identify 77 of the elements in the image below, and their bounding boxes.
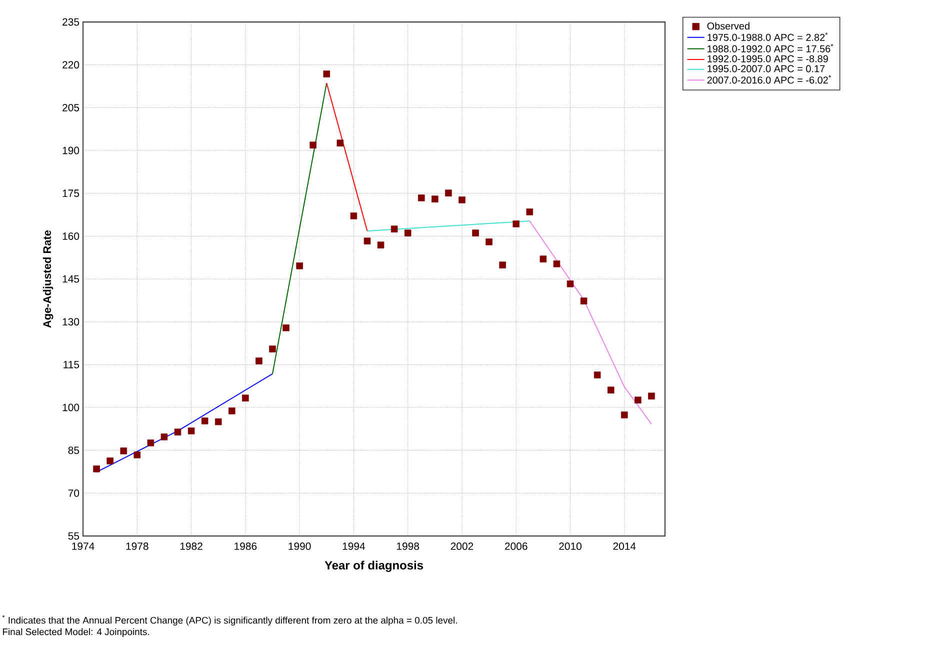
- y-tick-label: 160: [62, 232, 80, 240]
- y-tick-label: 115: [64, 361, 80, 368]
- legend-label: 1995.0-2007.0 APC = 0.17: [708, 65, 825, 72]
- x-tick-label: 2002: [450, 542, 474, 550]
- x-tick-label: 1978: [126, 542, 148, 550]
- point: [214, 418, 222, 426]
- x-tick-label: 1990: [288, 542, 311, 550]
- x-axis-title: Year of diagnosis: [324, 560, 424, 572]
- point: [93, 465, 100, 472]
- point: [472, 230, 479, 236]
- y-tick-label: 190: [62, 146, 80, 154]
- point: [160, 434, 168, 440]
- point: [594, 372, 601, 378]
- point: [648, 392, 655, 400]
- point: [607, 386, 614, 394]
- x-tick-label: 1986: [234, 542, 257, 550]
- point: [228, 408, 236, 414]
- text: Final Selected Model: 4 Joinpoints.: [2, 628, 149, 638]
- point: [310, 142, 316, 148]
- point: [404, 230, 412, 236]
- point: [256, 358, 262, 364]
- y-axis-title: Age-Adjusted Rate: [42, 230, 54, 328]
- point: [350, 212, 358, 220]
- point: [377, 242, 384, 248]
- legend-label: Observed: [707, 22, 750, 30]
- point: [242, 394, 249, 402]
- point: [621, 412, 628, 418]
- x-tick-label: 2014: [613, 542, 636, 550]
- y-tick-label: 130: [62, 318, 80, 326]
- point: [540, 256, 547, 262]
- y-tick-label: 55: [68, 532, 80, 540]
- point: [512, 220, 520, 228]
- point: [106, 457, 114, 464]
- x-tick-label: 2010: [559, 542, 582, 550]
- point: [147, 440, 154, 446]
- point: [134, 452, 141, 458]
- point: [418, 194, 425, 202]
- x-tick-label: 1974: [72, 542, 94, 550]
- line-series: [529, 220, 652, 425]
- legend-label: 1992.0-1995.0 APC = -8.89: [708, 55, 828, 62]
- point: [458, 196, 466, 204]
- point: [390, 226, 398, 232]
- point: [323, 70, 330, 78]
- point: [499, 262, 506, 268]
- legend-label: 1975.0-1988.0 APC = 2.82$^{*}$: [708, 32, 828, 41]
- y-tick-label: 70: [68, 489, 80, 497]
- legend-label: 2007.0-2016.0 APC = -6.02$^{*}$: [707, 75, 832, 84]
- y-tick-label: 175: [62, 190, 80, 197]
- point: [269, 346, 276, 352]
- y-tick-label: 220: [62, 61, 80, 69]
- x-tick-label: 1998: [397, 542, 420, 550]
- x-tick-label: 1982: [180, 542, 202, 550]
- legend-label: 1988.0-1992.0 APC = 17.56$^{*}$: [708, 44, 834, 52]
- point: [553, 260, 560, 268]
- point: [566, 280, 574, 288]
- point: [336, 140, 344, 146]
- point: [432, 196, 438, 202]
- y-tick-label: 145: [62, 275, 80, 283]
- y-tick-label: 100: [62, 404, 80, 412]
- y-tick-label: 85: [68, 446, 80, 454]
- point: [526, 208, 534, 216]
- point: [296, 262, 303, 270]
- y-tick-label: 235: [62, 18, 80, 26]
- x-tick-label: 1994: [342, 542, 366, 550]
- point: [174, 428, 182, 436]
- x-tick-label: 2006: [505, 542, 528, 550]
- point: [364, 238, 371, 244]
- point: [201, 418, 208, 424]
- y-tick-label: 205: [62, 104, 80, 112]
- point: [486, 238, 492, 246]
- point: [634, 396, 642, 404]
- point: [580, 298, 588, 304]
- point: [120, 448, 127, 454]
- point: [188, 428, 195, 434]
- point: [282, 324, 290, 332]
- point: [445, 190, 452, 196]
- text: $^{*}$ Indicates that the Annual Percent Change (APC) is significantly different from zero at the alpha = 0.05 level.: [2, 615, 457, 626]
